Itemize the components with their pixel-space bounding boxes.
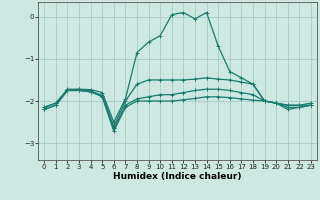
X-axis label: Humidex (Indice chaleur): Humidex (Indice chaleur) [113,172,242,181]
